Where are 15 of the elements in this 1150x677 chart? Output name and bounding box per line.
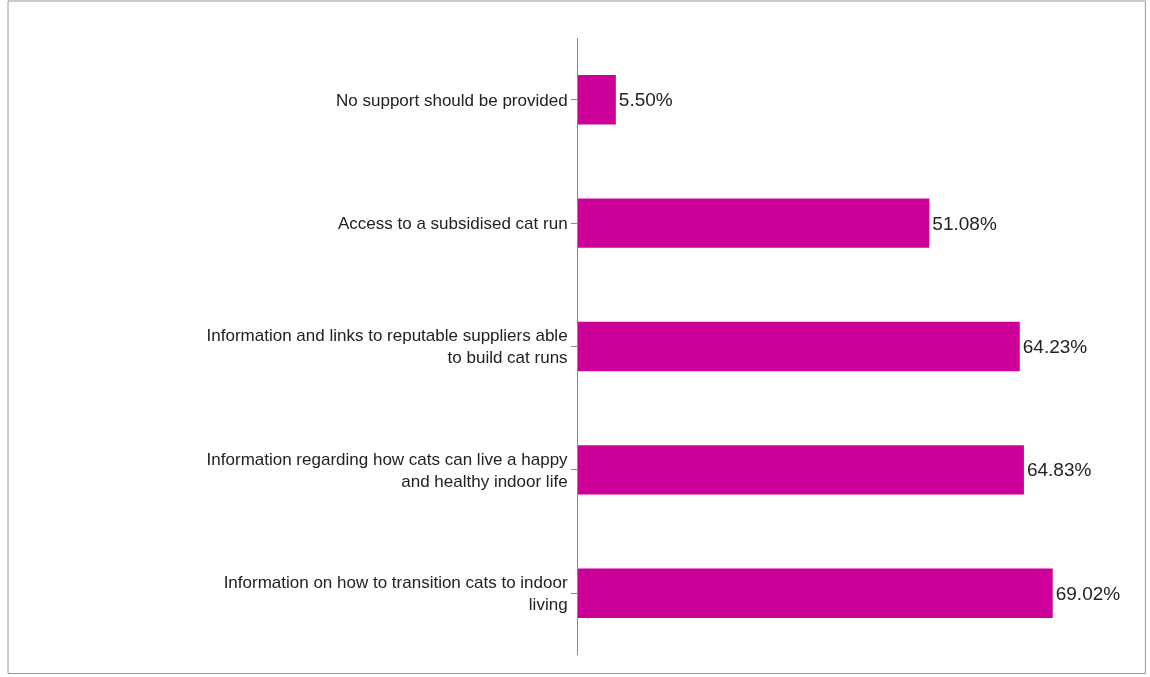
y-tick-label: Information on how to transition cats to indoor living xyxy=(223,573,568,615)
bar xyxy=(578,445,1024,495)
bar xyxy=(578,321,1020,372)
data-label: 5.50% xyxy=(618,89,673,111)
y-tick-label: Access to a subsidised cat run xyxy=(337,214,568,234)
data-label: 64.23% xyxy=(1022,336,1088,357)
y-tick-label: Information regarding how cats can live a happy and healthy indoor life xyxy=(206,449,569,491)
bar xyxy=(578,568,1053,618)
bar xyxy=(578,198,930,248)
data-label: 69.02% xyxy=(1055,582,1121,604)
y-tick-label: Information and links to reputable suppliers able to build cat runs xyxy=(206,326,568,368)
y-tick-label: No support should be provided xyxy=(336,90,568,110)
bar xyxy=(578,75,616,125)
data-label: 51.08% xyxy=(932,212,997,234)
data-label: 64.83% xyxy=(1026,459,1092,481)
